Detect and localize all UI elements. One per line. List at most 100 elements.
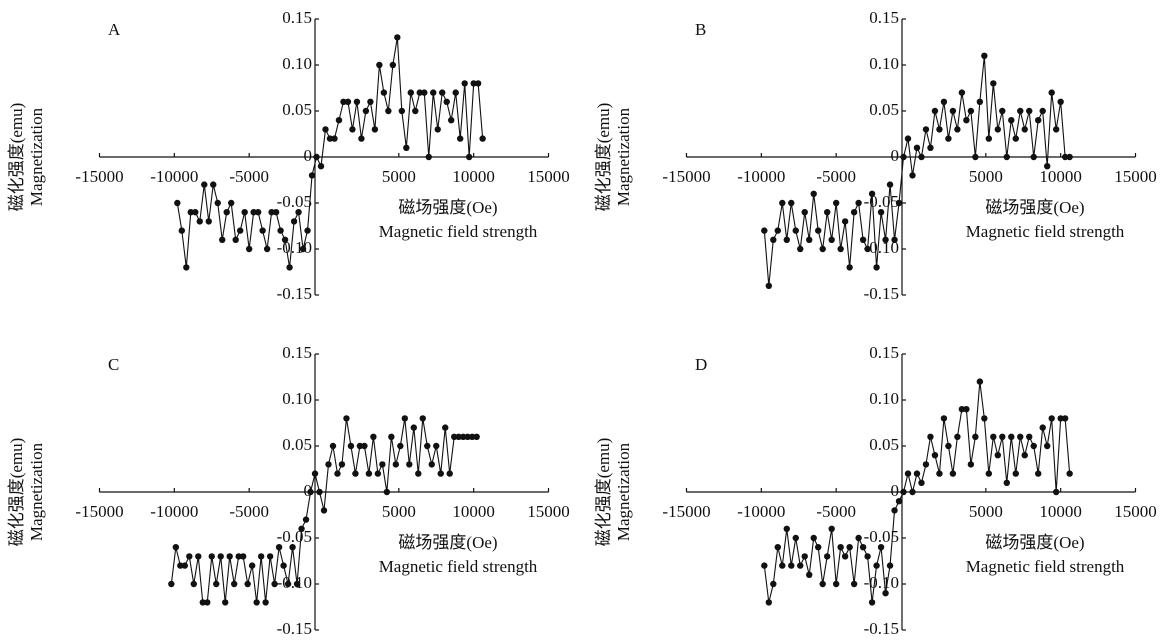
panel-label: C <box>108 355 119 374</box>
data-point <box>210 181 217 188</box>
data-point <box>195 553 202 560</box>
data-point <box>232 236 239 243</box>
data-point <box>1021 126 1028 133</box>
y-axis-title-en: Magnetization <box>614 107 633 206</box>
data-point <box>882 590 889 597</box>
data-point <box>895 498 903 505</box>
data-point <box>241 209 248 216</box>
x-tick-label: -10000 <box>737 502 785 521</box>
y-tick-label: 0.15 <box>869 343 899 362</box>
data-point <box>806 236 813 243</box>
x-tick-label: 5000 <box>382 502 416 521</box>
data-point <box>972 153 979 161</box>
x-tick-label: -15000 <box>662 502 710 521</box>
y-tick-label: -0.15 <box>864 619 899 638</box>
data-point <box>186 553 193 560</box>
data-point <box>779 199 786 207</box>
x-axis-title: 磁场强度(Oe) <box>985 198 1084 217</box>
data-point <box>217 553 224 560</box>
x-tick-label: -5000 <box>816 167 856 186</box>
data-point <box>823 209 831 216</box>
x-tick-label: -10000 <box>150 502 198 521</box>
data-point <box>379 461 386 468</box>
data-point <box>801 209 808 216</box>
data-point <box>415 470 422 477</box>
data-point <box>868 190 876 197</box>
data-point <box>201 181 208 188</box>
y-tick-label: -0.05 <box>864 192 899 211</box>
data-point <box>416 89 423 96</box>
data-point <box>248 562 256 569</box>
data-point <box>331 135 338 142</box>
data-point <box>326 135 334 142</box>
data-line <box>763 55 1070 286</box>
data-point <box>468 433 476 440</box>
data-point <box>1030 442 1037 450</box>
y-tick-label: -0.15 <box>277 619 312 638</box>
data-point <box>1052 488 1060 496</box>
data-point <box>940 98 948 106</box>
data-point <box>783 236 790 243</box>
data-point <box>228 199 235 207</box>
data-point <box>954 126 961 133</box>
data-point <box>407 89 415 96</box>
x-tick-label: 10000 <box>452 502 495 521</box>
data-point <box>374 470 382 477</box>
data-point <box>882 236 889 243</box>
data-point <box>806 571 813 578</box>
data-point <box>1039 107 1046 115</box>
data-point <box>1035 470 1042 477</box>
data-point <box>886 181 894 188</box>
data-point <box>259 227 266 234</box>
x-tick-label: 5000 <box>969 502 1003 521</box>
data-point <box>239 553 247 560</box>
x-tick-label: -15000 <box>662 167 710 186</box>
data-point <box>190 580 197 588</box>
x-tick-label: -5000 <box>229 167 269 186</box>
y-tick-label: 0.10 <box>869 389 899 408</box>
data-point <box>343 415 350 422</box>
panel: -15000 -10000 -5000 5000 10000 15000 0.15 0.10 0… <box>7 8 570 303</box>
data-point <box>855 534 862 542</box>
data-point <box>837 544 844 551</box>
data-point <box>281 236 289 243</box>
y-tick-label: 0.10 <box>869 54 899 73</box>
data-point <box>340 98 347 106</box>
x-tick-label: -15000 <box>75 167 123 186</box>
data-point <box>779 562 786 569</box>
data-point <box>936 126 943 133</box>
data-point <box>999 433 1006 440</box>
x-tick-label: 5000 <box>969 167 1003 186</box>
data-point <box>380 89 388 96</box>
data-point <box>187 209 194 216</box>
data-point <box>397 442 404 450</box>
data-point <box>412 107 419 115</box>
x-tick-label: -5000 <box>229 502 269 521</box>
data-point <box>361 442 368 450</box>
data-point <box>810 190 817 197</box>
data-point <box>985 135 993 142</box>
data-point <box>1008 433 1015 440</box>
data-point <box>289 544 296 551</box>
data-point <box>958 89 966 96</box>
data-point <box>774 544 781 551</box>
y-axis-title: 磁化强度(emu) <box>594 438 613 547</box>
data-point <box>963 406 970 413</box>
data-point <box>370 433 377 440</box>
data-point <box>437 470 444 477</box>
x-tick-label: -15000 <box>75 502 123 521</box>
data-point <box>271 580 278 588</box>
y-tick-label: 0 <box>304 146 313 165</box>
data-point <box>244 580 251 588</box>
data-point <box>452 89 459 96</box>
data-point <box>1012 135 1019 142</box>
y-tick-label: -0.15 <box>277 284 312 303</box>
data-point <box>401 415 409 422</box>
data-point <box>922 126 930 133</box>
data-point <box>945 442 952 450</box>
data-point <box>286 264 293 271</box>
data-point <box>850 209 858 216</box>
data-point <box>828 236 835 243</box>
data-point <box>1026 433 1033 440</box>
data-point <box>352 470 359 477</box>
